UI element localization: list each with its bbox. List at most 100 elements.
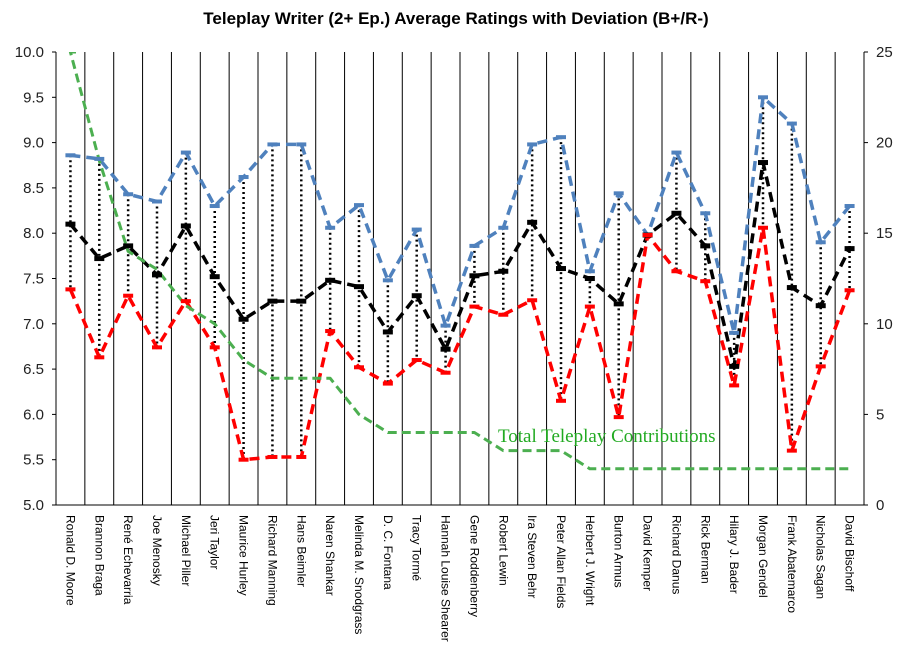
marker-min bbox=[296, 454, 307, 459]
category-label: Herbert J. Wright bbox=[583, 515, 597, 606]
category-label: Richard Manning bbox=[265, 515, 279, 606]
series-group bbox=[68, 52, 852, 471]
marker-min bbox=[815, 364, 826, 369]
marker-average bbox=[815, 303, 826, 309]
marker-min bbox=[700, 279, 711, 284]
marker-min bbox=[238, 457, 249, 462]
category-label: David Kemper bbox=[641, 515, 655, 591]
y-tick-label: 8.0 bbox=[23, 225, 44, 242]
marker-average bbox=[382, 329, 393, 335]
marker-max bbox=[180, 150, 191, 155]
marker-average bbox=[152, 272, 162, 278]
marker-min bbox=[440, 370, 451, 375]
marker-average bbox=[123, 243, 134, 249]
marker-average bbox=[758, 160, 768, 166]
category-label: Maurice Hurley bbox=[237, 515, 251, 596]
category-label: Ronald D. Moore bbox=[63, 515, 77, 606]
category-label: Nicholas Sagan bbox=[814, 515, 828, 599]
category-label: Morgan Gendel bbox=[756, 515, 770, 598]
chart-title: Teleplay Writer (2+ Ep.) Average Ratings… bbox=[203, 9, 708, 28]
marker-max bbox=[758, 95, 768, 100]
marker-max bbox=[65, 153, 76, 158]
marker-average bbox=[267, 298, 278, 304]
marker-max bbox=[815, 240, 826, 245]
marker-min bbox=[671, 269, 682, 274]
marker-average bbox=[729, 363, 740, 369]
marker-max bbox=[613, 191, 624, 196]
category-label: Tracy Tormé bbox=[410, 515, 424, 581]
category-label: Gene Roddenberry bbox=[467, 515, 481, 617]
series-line-average bbox=[69, 160, 852, 369]
marker-max bbox=[209, 204, 220, 209]
marker-average bbox=[65, 221, 76, 227]
marker-min bbox=[411, 358, 422, 363]
marker-max bbox=[123, 192, 134, 197]
marker-average bbox=[411, 293, 422, 299]
category-label: Burton Armus bbox=[612, 515, 626, 588]
marker-min bbox=[354, 365, 364, 370]
marker-average bbox=[354, 284, 364, 290]
marker-max bbox=[498, 225, 509, 230]
marker-average bbox=[498, 268, 509, 274]
marker-max bbox=[382, 278, 393, 283]
category-label: Michael Piller bbox=[179, 515, 193, 586]
marker-max bbox=[700, 211, 711, 216]
y2-tick-label: 0 bbox=[876, 497, 884, 514]
category-label: Naren Shankar bbox=[323, 515, 337, 596]
category-label: Frank Abatemarco bbox=[785, 515, 799, 613]
category-label: Hilary J. Bader bbox=[727, 515, 741, 594]
series-line-min bbox=[68, 226, 852, 462]
y-tick-label: 9.5 bbox=[23, 89, 44, 106]
y2-tick-label: 10 bbox=[876, 316, 893, 333]
marker-average bbox=[325, 277, 336, 283]
category-label: Joe Menosky bbox=[150, 515, 164, 586]
marker-max bbox=[325, 225, 336, 230]
marker-max bbox=[296, 142, 307, 147]
marker-min bbox=[642, 233, 653, 238]
marker-min bbox=[382, 381, 393, 386]
marker-max bbox=[786, 121, 797, 126]
y-tick-label: 10.0 bbox=[15, 44, 44, 61]
category-label: Jeri Taylor bbox=[208, 515, 222, 569]
marker-average bbox=[584, 276, 595, 281]
marker-max bbox=[411, 227, 422, 232]
category-label: Hannah Louise Shearer bbox=[439, 515, 453, 642]
category-label: Ira Steven Behr bbox=[525, 515, 539, 598]
y2-axis-tick-labels: 0 5 10 15 20 25 bbox=[876, 44, 893, 514]
markers-group bbox=[65, 95, 855, 462]
category-label: Robert Lewin bbox=[496, 515, 510, 586]
marker-average bbox=[94, 256, 105, 262]
marker-average bbox=[527, 219, 538, 225]
y2-tick-label: 25 bbox=[876, 44, 893, 61]
marker-max bbox=[729, 330, 740, 335]
marker-min bbox=[65, 287, 76, 292]
y-tick-label: 5.0 bbox=[23, 497, 44, 514]
category-label: Melinda M. Snodgrass bbox=[352, 515, 366, 634]
series-line-max bbox=[70, 95, 851, 335]
marker-max bbox=[469, 243, 480, 248]
marker-min bbox=[209, 345, 220, 350]
marker-min bbox=[527, 298, 538, 303]
grid bbox=[84, 52, 836, 505]
y-tick-label: 6.5 bbox=[23, 361, 44, 378]
category-label: David Bischoff bbox=[843, 515, 857, 592]
y2-tick-label: 20 bbox=[876, 135, 893, 152]
marker-max bbox=[584, 269, 595, 274]
marker-min bbox=[584, 304, 595, 309]
marker-average bbox=[844, 246, 855, 252]
category-label: Peter Allan Fields bbox=[554, 515, 568, 608]
y-tick-label: 7.0 bbox=[23, 316, 44, 333]
y-tick-label: 6.0 bbox=[23, 406, 44, 423]
marker-min bbox=[498, 312, 509, 317]
marker-min bbox=[844, 288, 855, 293]
marker-average bbox=[238, 316, 249, 322]
marker-min bbox=[325, 329, 336, 334]
marker-max bbox=[267, 142, 278, 147]
category-label: D. C. Fontana bbox=[381, 515, 395, 590]
category-label: Brannon Braga bbox=[92, 515, 106, 596]
marker-average bbox=[786, 285, 797, 291]
marker-max bbox=[94, 156, 105, 161]
marker-min bbox=[786, 448, 797, 453]
